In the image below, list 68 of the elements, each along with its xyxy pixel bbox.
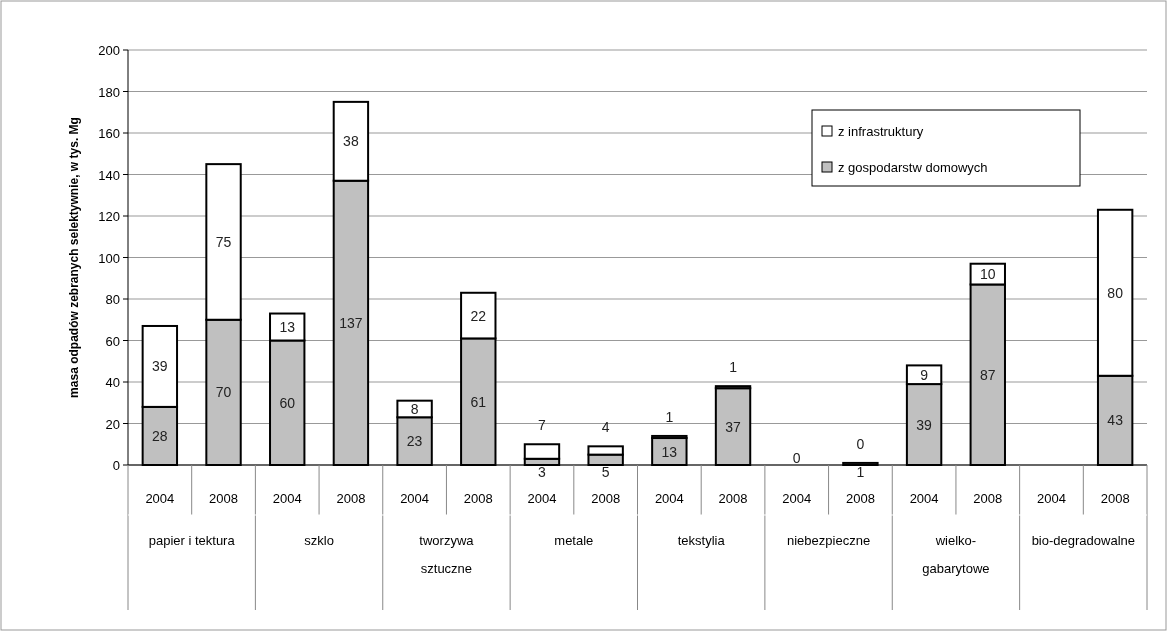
y-tick-label: 200	[98, 43, 120, 58]
data-label: 22	[470, 307, 487, 324]
data-label: 28	[152, 427, 168, 444]
data-label: 1	[729, 359, 738, 376]
x-tick-label: 2008	[718, 491, 748, 506]
data-label: 37	[725, 418, 742, 435]
legend-label: z gospodarstw domowych	[838, 160, 988, 175]
data-label: 80	[1107, 284, 1124, 301]
text: bio-degradowalne	[1031, 533, 1135, 548]
data-label: 0	[792, 450, 801, 466]
data-label: 60	[279, 394, 296, 411]
y-tick-label: 80	[105, 292, 120, 307]
data-label: 61	[470, 393, 487, 410]
x-tick-label: 2004	[782, 491, 812, 506]
y-tick-label: 160	[98, 126, 120, 141]
text: metale	[554, 533, 594, 548]
x-tick-label: 2004	[1037, 491, 1066, 506]
x-tick-label: 2004	[145, 491, 175, 506]
x-tick-label: 2008	[973, 491, 1003, 506]
data-label: 75	[215, 233, 232, 250]
text: tworzywa sztuczne	[419, 533, 475, 576]
x-tick-label: 2008	[209, 491, 238, 506]
data-label: 1	[856, 464, 865, 480]
y-tick-label: 60	[105, 333, 120, 349]
bar	[523, 443, 561, 460]
x-tick-label: 2004	[527, 491, 557, 506]
data-label: 13	[661, 443, 678, 460]
data-label: 5	[601, 464, 610, 480]
data-label: 39	[152, 358, 168, 375]
data-label: 1	[665, 408, 674, 425]
y-tick-label: 100	[98, 250, 120, 266]
y-tick-label: 120	[98, 209, 120, 224]
x-tick-label: 2004	[909, 491, 939, 506]
y-tick-label: 40	[105, 375, 120, 390]
text: wielko-gabarytowe	[922, 533, 990, 576]
data-label: 7	[538, 417, 547, 434]
x-tick-label: 2008	[1100, 491, 1130, 506]
x-tick-label: 2008	[845, 491, 875, 506]
data-label: 39	[916, 416, 933, 433]
x-tick-label: 2008	[591, 491, 621, 506]
y-tick-label: 180	[98, 84, 120, 100]
data-label: 10	[979, 266, 996, 283]
data-label: 9	[920, 366, 929, 383]
data-label: 13	[279, 319, 296, 336]
data-label: 0	[856, 435, 865, 452]
data-label: 38	[343, 133, 359, 150]
data-label: 8	[410, 400, 419, 417]
data-label: 3	[538, 464, 547, 480]
y-tick-label: 0	[112, 458, 120, 473]
legend-label: z infrastruktury	[838, 124, 924, 139]
text: niebezpieczne	[787, 533, 871, 548]
y-tick-label: 140	[98, 167, 120, 183]
text: papier i tektura	[148, 533, 236, 548]
x-tick-label: 2004	[272, 491, 302, 506]
x-tick-label: 2004	[400, 491, 430, 506]
text: szklo	[304, 533, 334, 548]
text: tekstylia	[677, 533, 726, 548]
data-label: 87	[979, 366, 996, 383]
data-label: 70	[215, 384, 232, 401]
data-label: 137	[339, 314, 363, 331]
data-label: 4	[601, 419, 610, 436]
x-tick-label: 2004	[654, 491, 684, 506]
x-tick-label: 2008	[463, 491, 493, 506]
data-label: 43	[1107, 412, 1124, 429]
y-tick-label: 20	[105, 416, 120, 432]
y-axis-title: masa odpadów zebranych selektywnie, w tys. Mg	[67, 117, 81, 398]
data-label: 23	[406, 433, 423, 450]
x-tick-label: 2008	[336, 491, 366, 506]
